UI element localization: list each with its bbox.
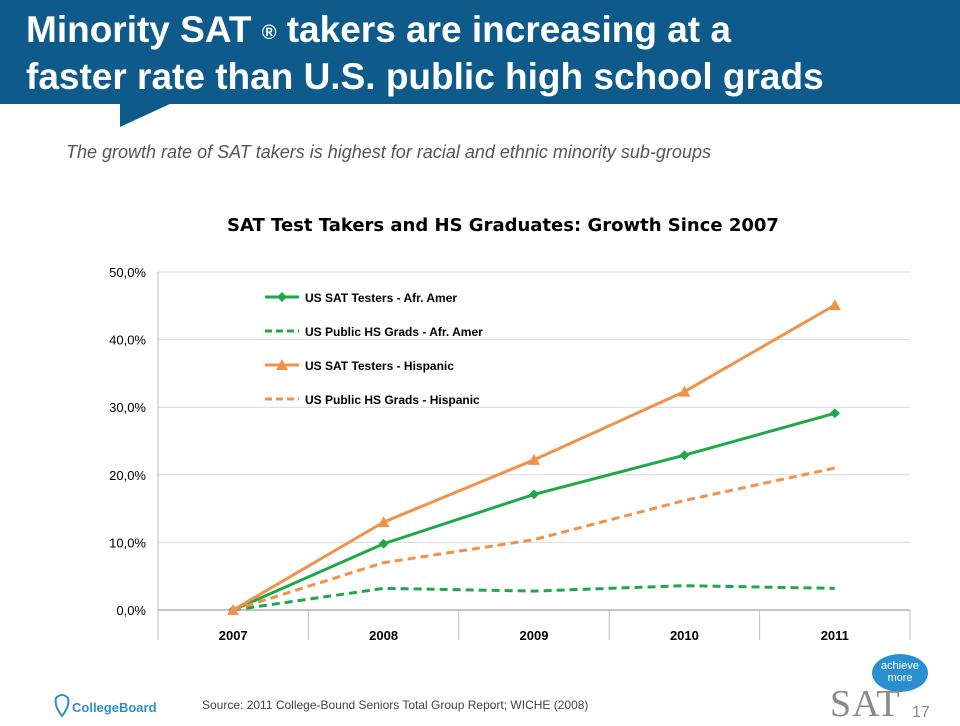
- series-line: [232, 584, 835, 612]
- x-tick-label: 2010: [670, 628, 699, 643]
- title-part-1: Minority SAT: [26, 9, 252, 50]
- title-part-2: takers are increasing at a: [286, 9, 731, 50]
- title-line-2: faster rate than U.S. public high school…: [26, 56, 824, 97]
- legend-marker: [276, 359, 288, 370]
- page-title: Minority SAT ® takers are increasing at …: [26, 6, 956, 100]
- legend-label: US SAT Testers - Afr. Amer: [305, 291, 457, 305]
- data-point-triangle: [678, 385, 691, 397]
- legend-label: US Public HS Grads - Afr. Amer: [305, 325, 483, 339]
- y-tick-label: 0,0%: [116, 603, 146, 618]
- subtitle: The growth rate of SAT takers is highest…: [66, 142, 711, 162]
- acorn-icon: [54, 694, 70, 718]
- y-tick-label: 20,0%: [109, 468, 146, 483]
- legend-label: US Public HS Grads - Hispanic: [305, 393, 480, 407]
- data-point-diamond: [378, 538, 389, 549]
- data-point-diamond: [679, 450, 690, 461]
- y-tick-label: 40,0%: [109, 333, 146, 348]
- page-number: 17: [912, 704, 930, 721]
- y-tick-label: 10,0%: [109, 535, 146, 550]
- chart-title: SAT Test Takers and HS Graduates: Growth…: [227, 215, 779, 236]
- x-tick-label: 2011: [821, 628, 849, 643]
- legend-label: US SAT Testers - Hispanic: [305, 359, 454, 373]
- series-line: [232, 466, 836, 612]
- x-tick-label: 2007: [219, 628, 248, 643]
- data-point-triangle: [828, 299, 841, 311]
- line-chart: 0,0% 10,0% 20,0% 30,0% 40,0% 50,0% 2007 2008 200…: [109, 265, 911, 643]
- collegeboard-text: CollegeBoard: [72, 700, 157, 715]
- sat-logo: SAT: [830, 683, 901, 725]
- y-tick-label: 50,0%: [109, 265, 146, 280]
- source-note: Source: 2011 College-Bound Seniors Total…: [202, 698, 589, 712]
- achieve-more-badge: achieve more: [872, 654, 928, 692]
- legend-marker: [277, 292, 287, 302]
- data-point-diamond: [829, 408, 840, 419]
- title-banner: [0, 0, 960, 104]
- registered-mark: ®: [261, 22, 277, 44]
- y-tick-label: 30,0%: [109, 400, 146, 415]
- data-point-diamond: [529, 489, 539, 500]
- data-point-triangle: [528, 453, 540, 465]
- data-point-triangle: [377, 516, 390, 528]
- collegeboard-logo: [52, 692, 202, 718]
- x-tick-label: 2008: [369, 628, 398, 643]
- banner-pointer: [120, 103, 172, 127]
- x-tick-label: 2009: [520, 628, 549, 643]
